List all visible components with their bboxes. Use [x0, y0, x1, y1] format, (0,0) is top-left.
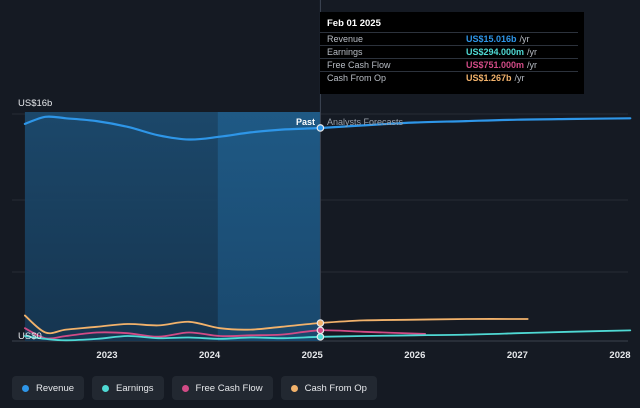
legend-item-cash-from-op[interactable]: Cash From Op — [280, 376, 377, 400]
series-markers — [316, 124, 325, 341]
tooltip-value-text: US$1.267b — [466, 73, 512, 83]
x-tick-label: 2024 — [199, 350, 221, 361]
legend-label: Revenue — [36, 382, 75, 394]
legend-label: Earnings — [116, 382, 154, 394]
tooltip-label: Cash From Op — [327, 73, 387, 83]
x-tick-label: 2026 — [404, 350, 425, 361]
past-label: Past — [296, 117, 315, 127]
tooltip-value: US$294.000m/yr — [466, 47, 537, 57]
revenue-dot-icon — [22, 384, 29, 392]
x-tick-label: 2025 — [302, 350, 324, 361]
legend-item-earnings[interactable]: Earnings — [92, 376, 164, 400]
y-axis-bottom-label: US$0 — [18, 331, 42, 342]
highlight-region — [217, 112, 321, 341]
tooltip-value-text: US$751.000m — [466, 60, 525, 70]
tooltip-label: Revenue — [327, 34, 364, 44]
marker-revenue — [316, 124, 325, 132]
series-line-cash-from-op — [24, 314, 529, 335]
earnings-dot-icon — [102, 384, 110, 392]
legend: Revenue Earnings Free Cash Flow Cash Fro… — [12, 376, 377, 400]
x-tick-label: 2027 — [507, 350, 528, 361]
series-lines — [23, 115, 632, 342]
tooltip-row-free-cash-flow: Free Cash Flow US$751.000m/yr — [320, 58, 578, 72]
tooltip: Feb 01 2025 Revenue US$15.016b/yr Earnin… — [320, 12, 584, 94]
marker-earnings — [316, 333, 325, 341]
x-tick-label: 2023 — [96, 350, 117, 361]
y-axis-top-label: US$16b — [18, 98, 52, 109]
tooltip-value: US$15.016b/yr — [466, 34, 530, 44]
series-line-earnings — [24, 329, 632, 342]
tooltip-row-revenue: Revenue US$15.016b/yr — [320, 32, 578, 46]
tooltip-value: US$751.000m/yr — [466, 60, 537, 70]
tooltip-unit: /yr — [519, 34, 530, 44]
marker-cash-from-op — [316, 319, 325, 327]
tooltip-unit: /yr — [527, 47, 538, 57]
tooltip-date: Feb 01 2025 — [327, 18, 381, 29]
marker-free-cash-flow — [316, 326, 325, 335]
tooltip-row-earnings: Earnings US$294.000m/yr — [320, 45, 578, 59]
legend-item-free-cash-flow[interactable]: Free Cash Flow — [171, 376, 273, 400]
forecast-label: Analysts Forecasts — [327, 117, 404, 127]
tooltip-value: US$1.267b/yr — [466, 73, 525, 83]
tooltip-unit: /yr — [514, 73, 525, 83]
legend-item-revenue[interactable]: Revenue — [12, 376, 85, 400]
free-cash-flow-dot-icon — [181, 384, 189, 392]
x-tick-label: 2028 — [609, 350, 630, 361]
cash-from-op-dot-icon — [290, 384, 298, 392]
x-axis-ticks: 2023 2024 2025 2026 2027 2028 — [96, 350, 630, 361]
tooltip-row-cash-from-op: Cash From Op US$1.267b/yr — [320, 71, 578, 85]
past-area — [24, 112, 321, 341]
legend-label: Cash From Op — [304, 382, 367, 394]
chart: US$16b US$0 Past Analysts Forecasts 2023… — [12, 0, 632, 361]
tooltip-label: Earnings — [327, 47, 363, 57]
tooltip-value-text: US$294.000m — [466, 47, 525, 57]
legend-label: Free Cash Flow — [195, 382, 263, 394]
tooltip-label: Free Cash Flow — [327, 60, 391, 70]
tooltip-value-text: US$15.016b — [466, 34, 517, 44]
series-line-revenue — [23, 115, 632, 141]
tooltip-unit: /yr — [527, 60, 538, 70]
